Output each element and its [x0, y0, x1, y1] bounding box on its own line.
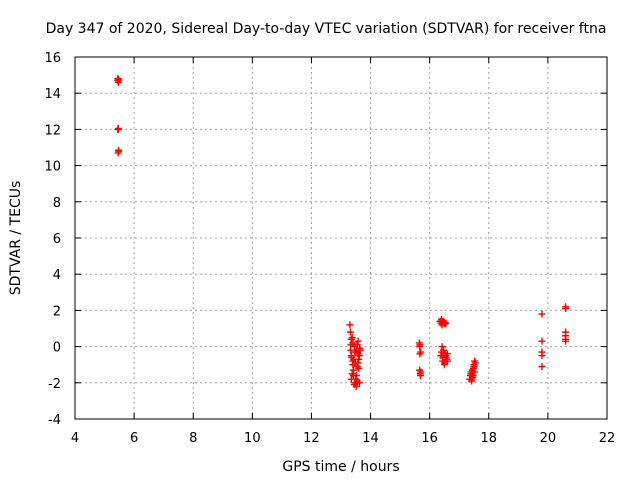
y-tick-label: 14 [44, 87, 61, 102]
data-point [538, 310, 546, 318]
data-point [442, 319, 450, 327]
data-point [347, 341, 355, 349]
data-point [538, 363, 546, 371]
data-point [354, 359, 362, 367]
data-point [115, 76, 123, 84]
y-tick-label: 6 [53, 232, 61, 247]
y-tick-label: -4 [48, 413, 61, 428]
x-axis-title: GPS time / hours [282, 459, 399, 475]
y-tick-label: 10 [44, 160, 61, 175]
data-point [443, 350, 451, 358]
data-point [437, 352, 445, 360]
data-point [439, 357, 447, 365]
data-point [346, 321, 354, 329]
data-point [350, 381, 358, 389]
data-point [355, 352, 363, 360]
data-point [347, 375, 355, 383]
data-points [114, 75, 570, 390]
data-point [538, 337, 546, 345]
data-point [441, 320, 449, 328]
data-point [471, 368, 479, 376]
data-point [354, 337, 362, 345]
data-point [562, 305, 570, 313]
data-point [442, 353, 450, 361]
data-point [349, 372, 357, 380]
data-point [350, 355, 358, 363]
data-point [114, 124, 122, 132]
x-tick-label: 6 [130, 431, 138, 446]
data-point [416, 350, 424, 358]
y-tick-label: 2 [53, 304, 61, 319]
x-tick-labels: 4 6 8 10 12 14 16 18 20 22 [71, 431, 615, 446]
data-point [416, 343, 424, 351]
x-tick-label: 16 [421, 431, 438, 446]
y-tick-label: 8 [53, 196, 61, 211]
data-point [347, 352, 355, 360]
data-point [471, 359, 479, 367]
data-point [468, 375, 476, 383]
data-point [114, 146, 122, 154]
x-tick-label: 10 [244, 431, 261, 446]
data-point [469, 372, 477, 380]
x-tick-label: 12 [303, 431, 320, 446]
data-point [438, 343, 446, 351]
data-point [440, 346, 448, 354]
x-tick-label: 14 [362, 431, 379, 446]
y-tick-labels: -4 -2 0 2 4 6 8 10 12 14 16 [44, 51, 61, 428]
y-tick-label: 12 [44, 123, 61, 138]
data-point [346, 328, 354, 336]
x-tick-label: 8 [189, 431, 197, 446]
data-point [355, 379, 363, 387]
data-point [440, 361, 448, 369]
y-tick-label: 4 [53, 268, 61, 283]
data-point [417, 368, 425, 376]
data-point [538, 352, 546, 360]
axis-ticks [74, 56, 608, 420]
chart-title: Day 347 of 2020, Sidereal Day-to-day VTE… [46, 21, 607, 37]
data-point [114, 77, 122, 85]
grid [75, 57, 607, 419]
x-tick-label: 20 [540, 431, 557, 446]
x-tick-label: 4 [71, 431, 79, 446]
x-tick-label: 22 [599, 431, 616, 446]
y-tick-label: 16 [44, 51, 61, 66]
data-point [353, 346, 361, 354]
y-tick-label: -2 [48, 377, 61, 392]
y-axis-title: SDTVAR / TECUs [8, 181, 24, 296]
data-point [562, 337, 570, 345]
x-tick-label: 18 [481, 431, 498, 446]
y-tick-label: 0 [53, 341, 61, 356]
